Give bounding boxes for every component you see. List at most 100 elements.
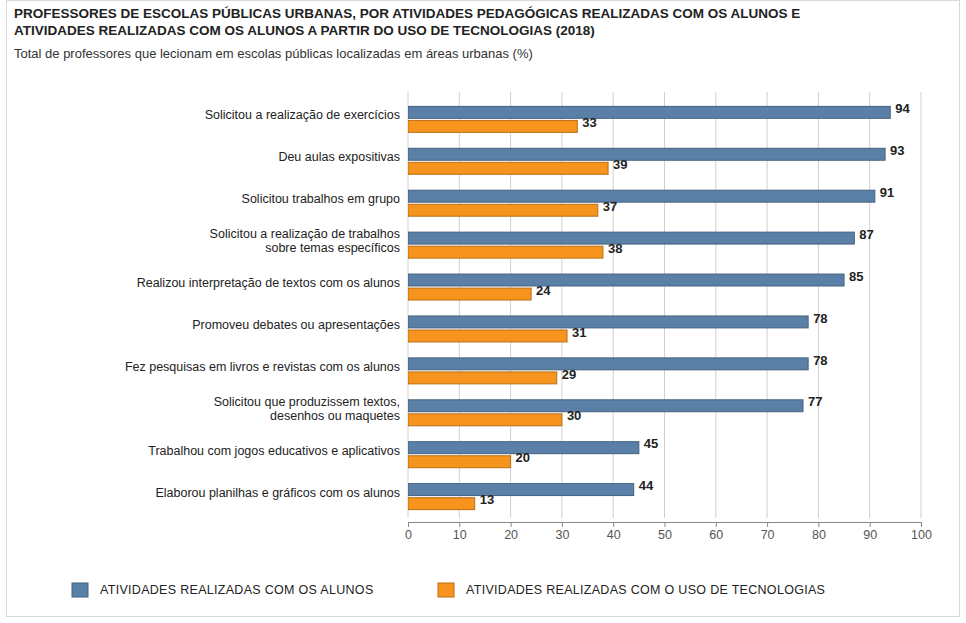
bar xyxy=(408,372,557,384)
x-tick-label: 0 xyxy=(405,528,412,542)
data-label: 39 xyxy=(613,157,627,172)
bar xyxy=(408,106,890,118)
y-tick: Fez pesquisas em livros e revistas com o… xyxy=(125,360,400,374)
x-tick-label: 80 xyxy=(812,528,826,542)
chart: PROFESSORES DE ESCOLAS PÚBLICAS URBANAS,… xyxy=(0,0,966,623)
x-tick-mark xyxy=(818,522,819,527)
bar xyxy=(408,316,808,328)
x-tick-mark xyxy=(716,522,717,527)
bar xyxy=(408,414,562,426)
y-tick-label: Trabalhou com jogos educativos e aplicat… xyxy=(148,444,400,458)
bar xyxy=(408,148,885,160)
data-label: 31 xyxy=(572,325,586,340)
y-tick: Realizou interpretação de textos com os … xyxy=(137,276,400,290)
y-tick: Promoveu debates ou apresentações xyxy=(192,318,400,332)
x-tick-label: 50 xyxy=(658,528,672,542)
title: PROFESSORES DE ESCOLAS PÚBLICAS URBANAS,… xyxy=(14,6,800,38)
subtitle: Total de professores que lecionam em esc… xyxy=(14,46,533,61)
x-tick-label: 60 xyxy=(709,528,723,542)
y-tick: Solicitou trabalhos em grupo xyxy=(242,192,400,206)
bar xyxy=(408,162,608,174)
y-tick: Solicitou que produzissem textos,desenho… xyxy=(214,395,400,423)
y-tick-label: Promoveu debates ou apresentações xyxy=(192,318,400,332)
x-tick: 10 xyxy=(453,522,467,542)
bar xyxy=(408,120,577,132)
data-label: 93 xyxy=(890,143,904,158)
x-tick: 40 xyxy=(607,522,621,542)
y-tick-label: Solicitou trabalhos em grupo xyxy=(242,192,400,206)
data-label: 85 xyxy=(849,269,863,284)
data-labels: 9493918785787877454433393738243129302013 xyxy=(480,101,911,507)
y-tick-label: Deu aulas expositivas xyxy=(278,150,400,164)
y-tick: Solicitou a realização de exercícios xyxy=(205,108,400,122)
y-tick-label: Solicitou que produzissem textos,desenho… xyxy=(214,395,400,423)
y-tick: Trabalhou com jogos educativos e aplicat… xyxy=(148,444,400,458)
x-tick: 0 xyxy=(405,522,412,542)
y-tick-label: Fez pesquisas em livros e revistas com o… xyxy=(125,360,400,374)
data-label: 78 xyxy=(813,311,827,326)
data-label: 38 xyxy=(608,241,622,256)
bar xyxy=(408,498,475,510)
bars xyxy=(408,106,890,509)
data-label: 33 xyxy=(582,115,596,130)
legend: ATIVIDADES REALIZADAS COM OS ALUNOS ATIVI… xyxy=(72,583,825,597)
bar xyxy=(408,456,511,468)
data-label: 37 xyxy=(603,199,617,214)
x-tick-label: 20 xyxy=(504,528,518,542)
bar xyxy=(408,400,803,412)
frame xyxy=(7,1,960,617)
data-label: 13 xyxy=(480,492,494,507)
grid xyxy=(408,92,921,518)
x-tick-label: 10 xyxy=(453,528,467,542)
y-tick-label: Solicitou a realização de exercícios xyxy=(205,108,400,122)
y-tick-label: Realizou interpretação de textos com os … xyxy=(137,276,400,290)
x-tick-mark xyxy=(921,522,922,527)
bar xyxy=(408,330,567,342)
x-tick: 90 xyxy=(863,522,877,542)
data-label: 24 xyxy=(536,283,551,298)
x-tick-mark xyxy=(562,522,563,527)
x-tick: 60 xyxy=(709,522,723,542)
x-tick-mark xyxy=(665,522,666,527)
bar xyxy=(408,246,603,258)
bar xyxy=(408,204,598,216)
data-label: 45 xyxy=(644,436,658,451)
legend-label: ATIVIDADES REALIZADAS COM OS ALUNOS xyxy=(100,583,374,597)
x-tick-label: 90 xyxy=(863,528,877,542)
x-tick-mark xyxy=(459,522,460,527)
legend-swatch xyxy=(72,583,88,597)
legend-label: ATIVIDADES REALIZADAS COM O USO DE TECNO… xyxy=(466,583,825,597)
x-tick-label: 70 xyxy=(761,528,775,542)
x-tick: 20 xyxy=(504,522,518,542)
data-label: 44 xyxy=(639,478,654,493)
y-tick: Solicitou a realização de trabalhossobre… xyxy=(210,227,400,255)
x-tick-mark xyxy=(767,522,768,527)
y-tick-label: Elaborou planilhas e gráficos com os alu… xyxy=(155,486,400,500)
x-tick-label: 30 xyxy=(555,528,569,542)
x-tick-label: 40 xyxy=(607,528,621,542)
bar xyxy=(408,232,854,244)
data-label: 94 xyxy=(895,101,910,116)
x-tick-mark xyxy=(870,522,871,527)
y-tick: Deu aulas expositivas xyxy=(278,150,400,164)
bar xyxy=(408,288,531,300)
x-tick: 30 xyxy=(555,522,569,542)
x-tick-mark xyxy=(408,522,409,527)
y-tick-label: Solicitou a realização de trabalhossobre… xyxy=(210,227,400,255)
bar xyxy=(408,190,875,202)
x-axis: 0 10 20 30 40 50 60 70 80 90 100 xyxy=(405,522,932,542)
x-tick: 50 xyxy=(658,522,672,542)
y-tick: Elaborou planilhas e gráficos com os alu… xyxy=(155,486,400,500)
bar xyxy=(408,358,808,370)
legend-swatch xyxy=(438,583,454,597)
y-axis: Solicitou a realização de exercícios Deu … xyxy=(125,108,400,499)
data-label: 87 xyxy=(859,227,873,242)
x-tick-mark xyxy=(613,522,614,527)
bar xyxy=(408,274,844,286)
data-label: 77 xyxy=(808,394,822,409)
data-label: 78 xyxy=(813,353,827,368)
grid-line xyxy=(921,92,922,518)
x-tick: 100 xyxy=(911,522,932,542)
data-label: 29 xyxy=(562,367,576,382)
x-tick-label: 100 xyxy=(911,528,932,542)
